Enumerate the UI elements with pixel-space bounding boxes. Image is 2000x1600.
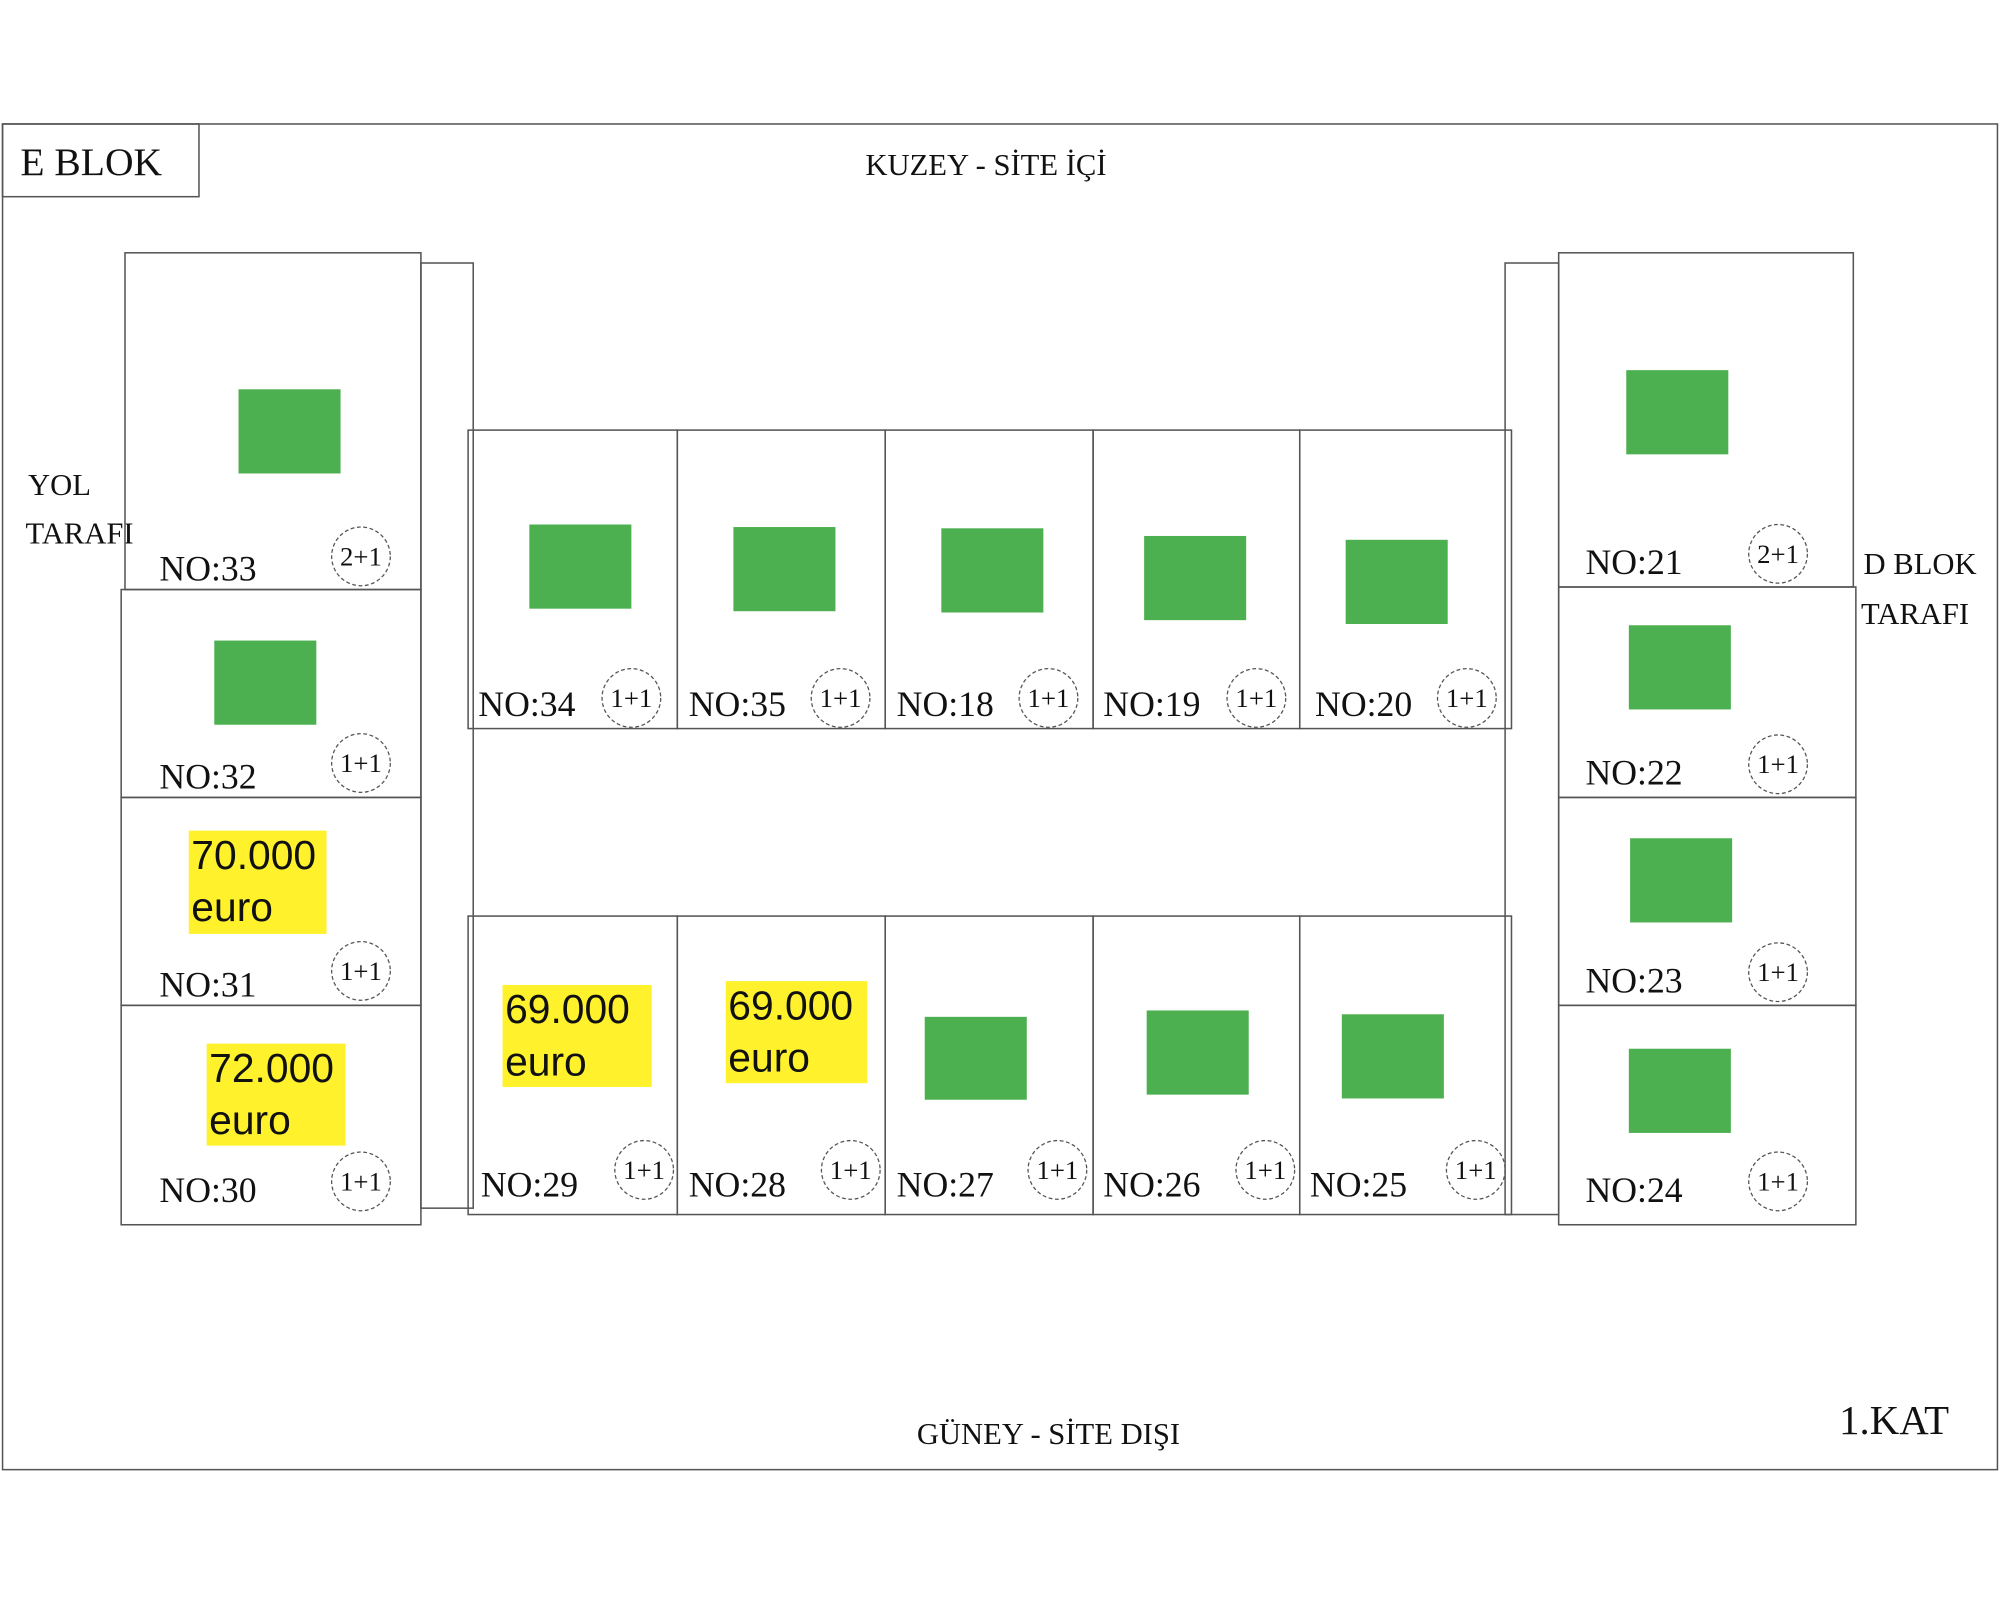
unit-type: 1+1	[340, 748, 382, 778]
unit-label: NO:32	[159, 757, 256, 797]
east-label: D BLOK	[1864, 547, 1977, 581]
available-marker	[1626, 370, 1729, 455]
available-marker	[1341, 1014, 1444, 1099]
unit-type: 1+1	[1757, 749, 1799, 779]
type-badge	[614, 1139, 675, 1200]
unit-outline	[1298, 915, 1513, 1216]
type-badge	[1436, 667, 1497, 728]
unit-type: 1+1	[1757, 957, 1799, 987]
type-badge	[330, 733, 391, 793]
unit-label: NO:23	[1585, 961, 1682, 1001]
available-marker	[1630, 838, 1733, 923]
unit-label: NO:18	[897, 684, 994, 724]
unit-type: 1+1	[610, 683, 652, 713]
price: 70.000	[191, 832, 316, 878]
price-highlight	[502, 984, 652, 1087]
unit-label: NO:33	[159, 549, 256, 589]
type-badge	[330, 526, 391, 587]
available-marker	[1345, 539, 1448, 624]
type-badge	[1235, 1139, 1296, 1200]
unit-type: 1+1	[1036, 1155, 1078, 1185]
unit-label: NO:35	[689, 684, 786, 724]
type-badge	[601, 667, 662, 728]
currency: euro	[728, 1035, 810, 1081]
north-label: KUZEY - SİTE İÇİ	[865, 148, 1106, 182]
unit-type: 1+1	[820, 683, 862, 713]
unit-type: 1+1	[1028, 683, 1070, 713]
type-badge	[330, 940, 391, 1001]
south-label: GÜNEY - SİTE DIŞI	[917, 1417, 1180, 1451]
unit-label: NO:34	[478, 684, 575, 724]
unit-label: NO:22	[1585, 753, 1682, 793]
corridor	[1504, 262, 1560, 1216]
unit-label: NO:30	[159, 1170, 256, 1210]
available-marker	[238, 389, 341, 474]
unit-type: 2+1	[1757, 539, 1799, 569]
type-badge	[1748, 1151, 1809, 1212]
type-badge	[1226, 667, 1287, 728]
unit-label: NO:31	[159, 964, 256, 1004]
type-badge	[330, 1151, 391, 1212]
unit-outline	[120, 1004, 422, 1226]
type-badge	[1748, 523, 1809, 584]
price-highlight	[206, 1043, 346, 1146]
type-badge	[1748, 942, 1809, 1003]
unit-type: 2+1	[340, 541, 382, 571]
units: NO:33 2+1 NO:32 1+1 70.000 euro NO:31 1+1 72.000…	[120, 252, 1857, 1226]
block-title: E BLOK	[20, 140, 162, 184]
unit-label: NO:24	[1585, 1170, 1682, 1210]
available-marker	[924, 1016, 1027, 1100]
type-badge	[1748, 734, 1809, 795]
unit-outline	[1557, 1004, 1857, 1226]
unit-type: 1+1	[1446, 683, 1488, 713]
unit-type: 1+1	[1455, 1155, 1497, 1185]
unit-label: NO:29	[481, 1165, 578, 1205]
unit-label: NO:21	[1585, 542, 1682, 582]
price-highlight	[725, 981, 868, 1084]
type-badge	[820, 1139, 881, 1200]
type-badge	[810, 667, 871, 728]
east-label: TARAFI	[1861, 597, 1969, 631]
unit-type: 1+1	[340, 956, 382, 986]
unit-label: NO:27	[897, 1165, 994, 1205]
available-marker	[941, 528, 1044, 613]
available-marker	[733, 527, 836, 612]
block-box	[1, 123, 200, 198]
west-label: TARAFI	[26, 517, 134, 551]
currency: euro	[505, 1039, 587, 1085]
west-label: YOL	[28, 468, 91, 502]
price: 69.000	[728, 982, 853, 1028]
unit-type: 1+1	[1244, 1155, 1286, 1185]
unit-outline	[1298, 429, 1513, 730]
unit-type: 1+1	[1757, 1166, 1799, 1196]
price: 69.000	[505, 986, 630, 1032]
unit-type: 1+1	[1235, 683, 1277, 713]
unit-label: NO:26	[1103, 1165, 1200, 1205]
floor-label: 1.KAT	[1839, 1398, 1949, 1443]
currency: euro	[191, 884, 273, 930]
unit-label: NO:25	[1310, 1165, 1407, 1205]
unit-label: NO:28	[689, 1165, 786, 1205]
price-highlight	[188, 830, 327, 934]
corridor	[420, 262, 474, 1209]
available-marker	[1146, 1010, 1249, 1095]
type-badge	[1445, 1139, 1506, 1200]
type-badge	[1027, 1139, 1088, 1200]
unit-type: 1+1	[623, 1155, 665, 1185]
price: 72.000	[209, 1045, 334, 1091]
unit-label: NO:19	[1103, 684, 1200, 724]
unit-label: NO:20	[1315, 684, 1412, 724]
available-marker	[1628, 625, 1731, 710]
currency: euro	[209, 1097, 291, 1143]
type-badge	[1018, 667, 1079, 728]
frame	[1, 123, 1999, 1471]
unit-type: 1+1	[830, 1155, 872, 1185]
available-marker	[214, 640, 317, 725]
available-marker	[529, 524, 632, 609]
available-marker	[1628, 1048, 1731, 1133]
available-marker	[1144, 535, 1247, 621]
unit-type: 1+1	[340, 1166, 382, 1196]
